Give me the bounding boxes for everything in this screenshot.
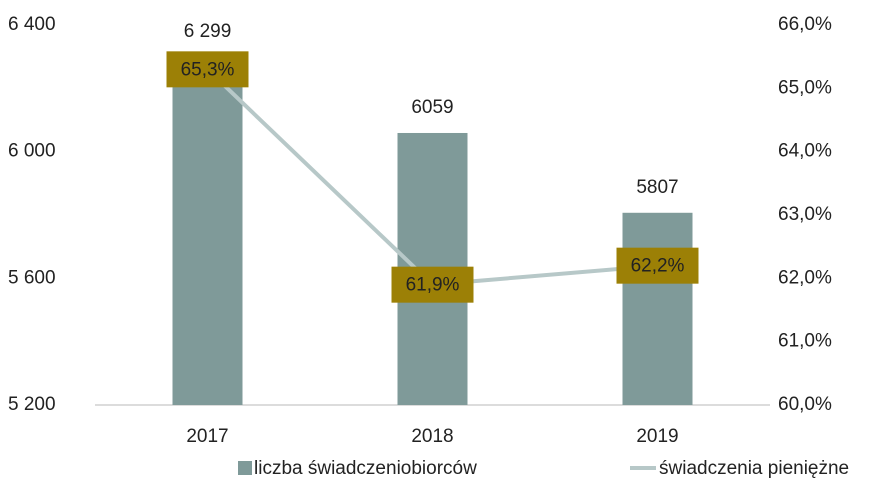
bar xyxy=(172,56,243,405)
label-box xyxy=(166,51,249,88)
data-label: 61,9% xyxy=(406,275,460,296)
y2-tick-label: 61,0% xyxy=(778,331,832,352)
label-box xyxy=(391,266,474,303)
y2-tick-label: 60,0% xyxy=(778,394,832,415)
data-label: 6 299 xyxy=(184,21,232,42)
x-tick-label: 2018 xyxy=(411,426,453,447)
y-tick-label: 6 000 xyxy=(8,141,56,162)
y-tick-label: 5 200 xyxy=(8,394,56,415)
legend-label: świadczenia pieniężne xyxy=(659,458,849,479)
label-box xyxy=(616,247,699,284)
x-tick-label: 2019 xyxy=(636,426,678,447)
y2-tick-label: 64,0% xyxy=(778,141,832,162)
y2-tick-label: 63,0% xyxy=(778,204,832,225)
data-label: 65,3% xyxy=(181,59,235,80)
legend-swatch xyxy=(238,461,252,475)
legend-label: liczba świadczeniobiorców xyxy=(254,458,477,479)
y2-tick-label: 62,0% xyxy=(778,267,832,288)
y-tick-label: 5 600 xyxy=(8,267,56,288)
data-label: 62,2% xyxy=(631,256,685,277)
y2-tick-label: 65,0% xyxy=(778,77,832,98)
data-label: 6059 xyxy=(411,97,453,118)
bar xyxy=(622,212,693,405)
y2-tick-label: 66,0% xyxy=(778,14,832,35)
x-tick-label: 2017 xyxy=(186,426,228,447)
y-tick-label: 6 400 xyxy=(8,14,56,35)
data-label: 5807 xyxy=(636,177,678,198)
